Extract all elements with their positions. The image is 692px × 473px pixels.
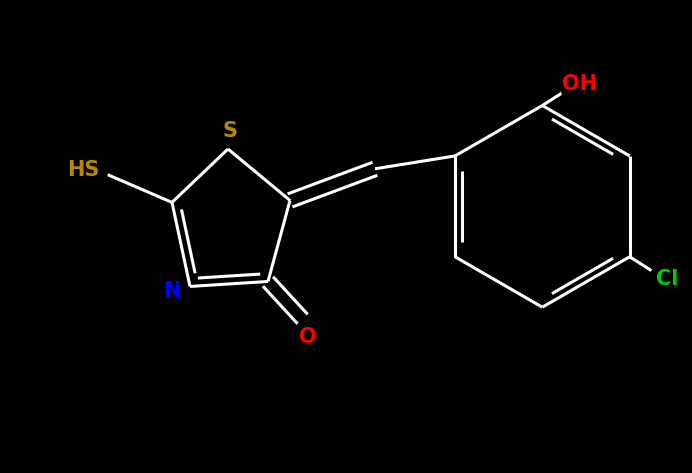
Text: HS: HS — [67, 160, 99, 180]
Text: S: S — [222, 121, 237, 141]
Text: OH: OH — [563, 74, 597, 94]
Text: N: N — [163, 281, 181, 301]
Text: Cl: Cl — [656, 269, 678, 289]
Text: O: O — [299, 327, 316, 347]
